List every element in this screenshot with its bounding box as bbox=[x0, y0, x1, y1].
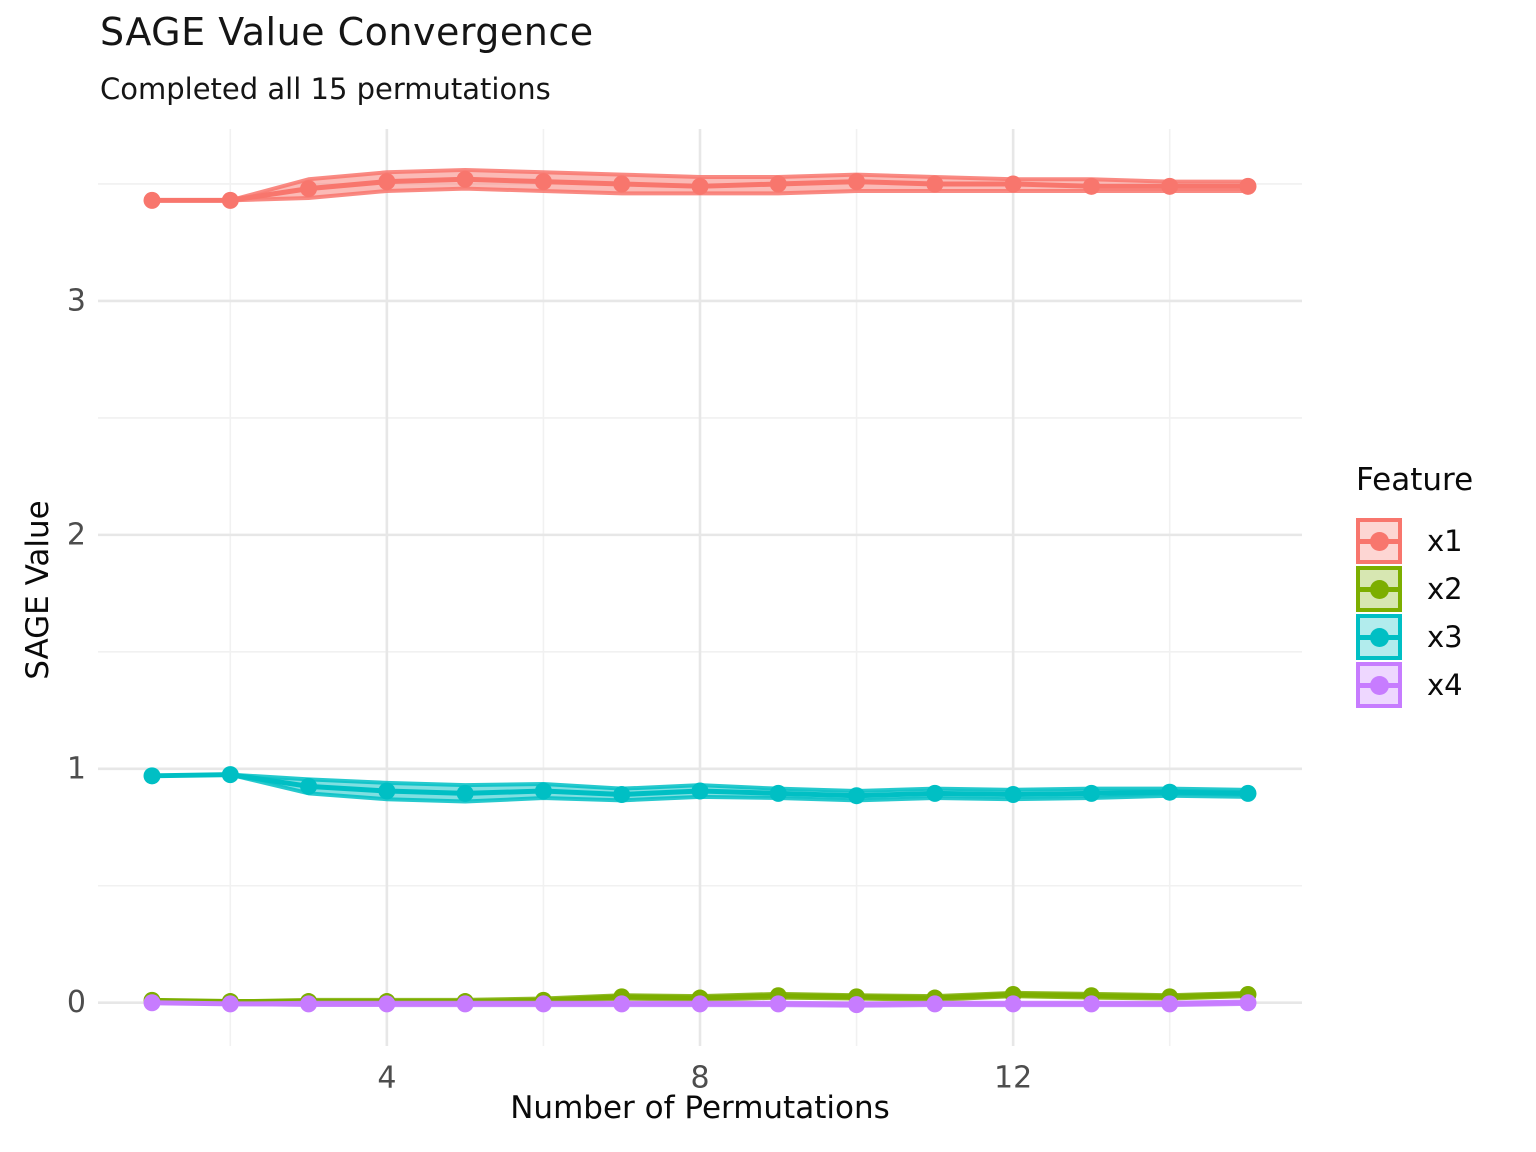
series-x4-point bbox=[1004, 995, 1022, 1013]
series-x4-point bbox=[1082, 995, 1100, 1013]
legend-item-x3: x3 bbox=[1356, 614, 1473, 660]
x-axis-title: Number of Permutations bbox=[510, 1090, 890, 1126]
series-x3-point bbox=[613, 786, 631, 804]
series-x3-point bbox=[926, 784, 944, 802]
y-axis-title: SAGE Value bbox=[20, 500, 56, 680]
series-x3-point bbox=[300, 777, 318, 795]
series-x4-point bbox=[300, 995, 318, 1013]
series-x1-point bbox=[848, 173, 866, 191]
legend-label: x1 bbox=[1427, 524, 1463, 558]
series-x4-point bbox=[769, 995, 787, 1013]
legend-key-dot-icon bbox=[1369, 579, 1389, 599]
y-tick-label: 1 bbox=[67, 751, 86, 786]
legend-key-swatch bbox=[1356, 566, 1402, 612]
y-tick-label: 2 bbox=[67, 517, 86, 552]
series-x3-point bbox=[534, 782, 552, 800]
x-tick-label: 8 bbox=[690, 1061, 709, 1096]
series-x4-point bbox=[613, 995, 631, 1013]
y-tick-label: 0 bbox=[67, 985, 86, 1020]
series-x1-point bbox=[1004, 175, 1022, 193]
series-x3-point bbox=[1161, 783, 1179, 801]
legend-title: Feature bbox=[1356, 462, 1474, 498]
series-x4-point bbox=[534, 995, 552, 1013]
legend-key-swatch bbox=[1356, 662, 1402, 708]
series-x3-point bbox=[691, 782, 709, 800]
legend-item-x1: x1 bbox=[1356, 518, 1473, 564]
series-x1-point bbox=[143, 191, 161, 209]
series-x1-point bbox=[534, 173, 552, 191]
legend: Feature x1 x2 x3 x4 bbox=[1356, 462, 1473, 710]
series-x4-point bbox=[456, 995, 474, 1013]
legend-item-x4: x4 bbox=[1356, 662, 1473, 708]
x-tick-label: 4 bbox=[377, 1061, 396, 1096]
series-x1-upper-bound bbox=[152, 167, 1248, 203]
series-x1-point bbox=[1082, 177, 1100, 195]
series-x1-point bbox=[1161, 177, 1179, 195]
legend-item-x2: x2 bbox=[1356, 566, 1473, 612]
series-x4-point bbox=[848, 996, 866, 1014]
series-x1-point bbox=[1239, 177, 1257, 195]
series-x4-point bbox=[691, 995, 709, 1013]
series-x3-point bbox=[769, 784, 787, 802]
legend-key-dot-icon bbox=[1369, 627, 1389, 647]
series-x4-point bbox=[143, 994, 161, 1012]
series-x1-point bbox=[926, 175, 944, 193]
legend-key-dot-icon bbox=[1369, 675, 1389, 695]
series-x3-point bbox=[143, 767, 161, 785]
legend-key-swatch bbox=[1356, 518, 1402, 564]
series-x4-point bbox=[1161, 995, 1179, 1013]
series-x1-point bbox=[769, 175, 787, 193]
series-x4-point bbox=[926, 995, 944, 1013]
series-x1-point bbox=[456, 170, 474, 188]
series-x3-point bbox=[1004, 786, 1022, 804]
legend-label: x4 bbox=[1427, 668, 1463, 702]
series-x1-point bbox=[613, 175, 631, 193]
series-x4-point bbox=[221, 995, 239, 1013]
series-x1-point bbox=[300, 180, 318, 198]
chart-subtitle: Completed all 15 permutations bbox=[100, 72, 551, 106]
series-x3-point bbox=[456, 784, 474, 802]
series-x3-point bbox=[1239, 784, 1257, 802]
legend-key-dot-icon bbox=[1369, 531, 1389, 551]
series-x1-point bbox=[691, 177, 709, 195]
legend-key-swatch bbox=[1356, 614, 1402, 660]
series-x4-point bbox=[1239, 994, 1257, 1012]
y-tick-label: 3 bbox=[67, 283, 86, 318]
series-x3-point bbox=[378, 782, 396, 800]
series-x3-point bbox=[221, 766, 239, 784]
x-tick-label: 12 bbox=[994, 1061, 1032, 1096]
chart-title: SAGE Value Convergence bbox=[100, 10, 594, 54]
series-x1-point bbox=[378, 173, 396, 191]
legend-label: x3 bbox=[1427, 620, 1463, 654]
series-x3-point bbox=[848, 787, 866, 805]
series-x1-point bbox=[221, 191, 239, 209]
legend-label: x2 bbox=[1427, 572, 1463, 606]
series-x4-point bbox=[378, 995, 396, 1013]
series-x3-point bbox=[1082, 784, 1100, 802]
